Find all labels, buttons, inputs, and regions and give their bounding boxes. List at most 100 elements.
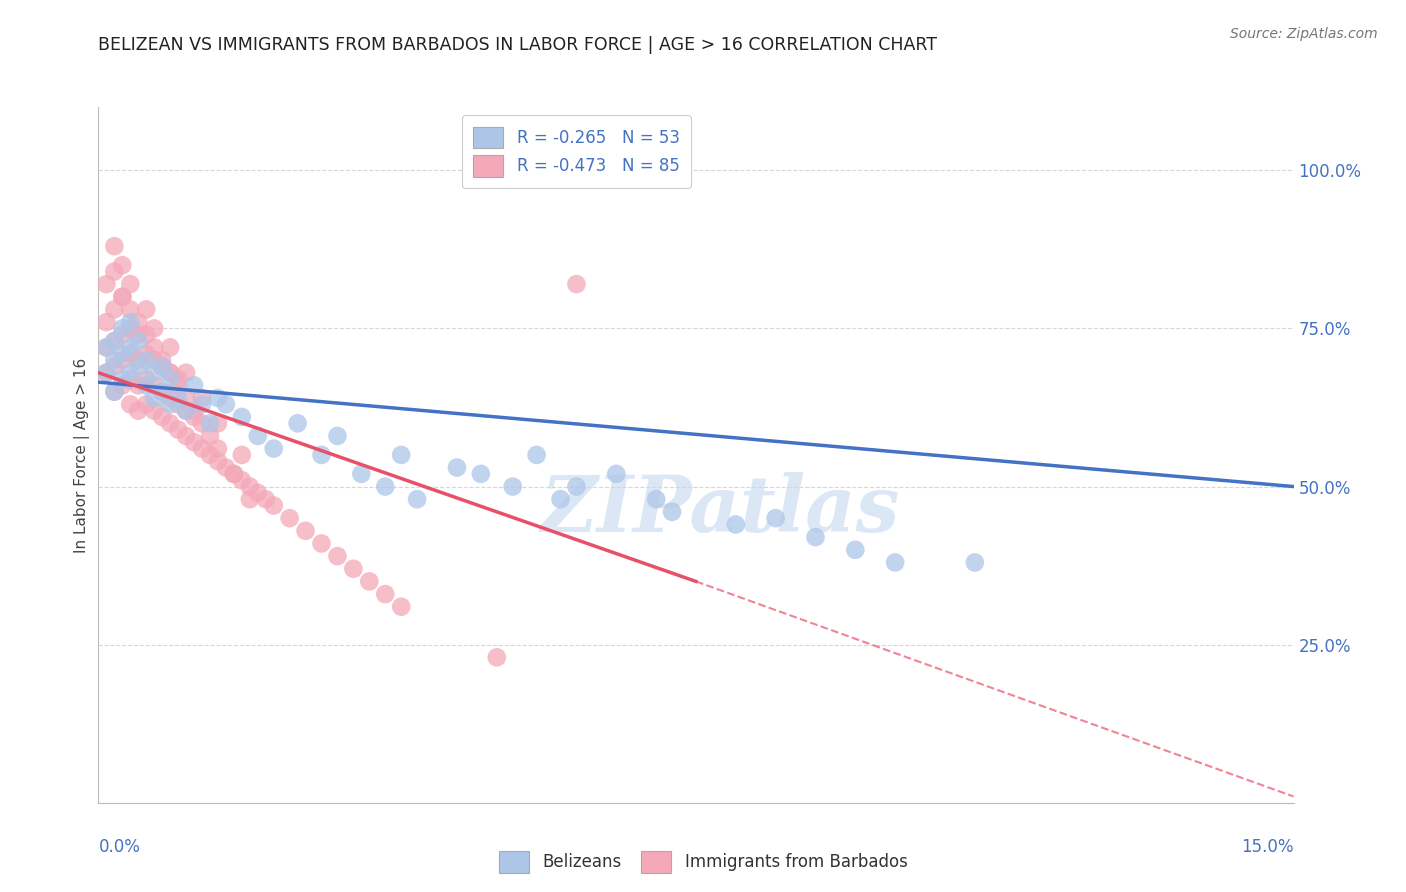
Point [359, 574, 381, 589]
Point [143, 340, 166, 354]
Point [159, 417, 181, 431]
Point [502, 479, 524, 493]
Point [135, 372, 157, 386]
Point [174, 391, 197, 405]
Y-axis label: In Labor Force | Age > 16: In Labor Force | Age > 16 [75, 358, 90, 552]
Point [207, 454, 229, 468]
Legend: Belizeans, Immigrants from Barbados: Belizeans, Immigrants from Barbados [492, 845, 914, 880]
Point [159, 397, 181, 411]
Point [111, 353, 134, 368]
Point [645, 492, 668, 507]
Point [844, 542, 866, 557]
Point [278, 511, 301, 525]
Point [127, 378, 149, 392]
Point [111, 378, 134, 392]
Point [174, 429, 197, 443]
Point [350, 467, 373, 481]
Point [111, 347, 134, 361]
Point [143, 403, 166, 417]
Point [167, 372, 190, 386]
Point [215, 460, 238, 475]
Point [127, 403, 149, 417]
Point [254, 492, 277, 507]
Point [143, 378, 166, 392]
Point [389, 599, 412, 614]
Point [127, 359, 149, 374]
Text: Source: ZipAtlas.com: Source: ZipAtlas.com [1230, 27, 1378, 41]
Point [167, 423, 190, 437]
Point [111, 290, 134, 304]
Point [605, 467, 627, 481]
Point [326, 549, 349, 563]
Point [239, 479, 262, 493]
Point [167, 397, 190, 411]
Point [150, 359, 173, 374]
Point [135, 327, 157, 342]
Point [120, 321, 142, 335]
Point [150, 353, 173, 368]
Point [231, 409, 253, 424]
Point [103, 264, 125, 278]
Point [765, 511, 787, 525]
Point [150, 359, 173, 374]
Point [446, 460, 468, 475]
Point [135, 397, 157, 411]
Point [231, 473, 253, 487]
Point [103, 239, 125, 253]
Point [111, 327, 134, 342]
Point [183, 409, 205, 424]
Point [111, 258, 134, 272]
Point [96, 366, 118, 380]
Point [222, 467, 245, 481]
Text: BELIZEAN VS IMMIGRANTS FROM BARBADOS IN LABOR FORCE | AGE > 16 CORRELATION CHART: BELIZEAN VS IMMIGRANTS FROM BARBADOS IN … [98, 36, 938, 54]
Point [174, 403, 197, 417]
Point [239, 492, 262, 507]
Point [183, 378, 205, 392]
Point [103, 334, 125, 348]
Point [294, 524, 316, 538]
Point [150, 409, 173, 424]
Point [311, 536, 333, 550]
Point [135, 347, 157, 361]
Point [103, 302, 125, 317]
Point [143, 391, 166, 405]
Point [963, 556, 986, 570]
Point [120, 277, 142, 292]
Point [120, 340, 142, 354]
Point [246, 486, 269, 500]
Point [406, 492, 429, 507]
Point [207, 417, 229, 431]
Point [470, 467, 492, 481]
Point [127, 334, 149, 348]
Point [198, 417, 221, 431]
Point [198, 429, 221, 443]
Point [103, 384, 125, 399]
Point [191, 417, 214, 431]
Point [120, 397, 142, 411]
Point [111, 372, 134, 386]
Point [159, 372, 181, 386]
Point [96, 277, 118, 292]
Point [96, 315, 118, 329]
Point [96, 366, 118, 380]
Point [127, 353, 149, 368]
Point [565, 277, 588, 292]
Text: ZIPatlas: ZIPatlas [540, 473, 900, 549]
Point [120, 315, 142, 329]
Point [311, 448, 333, 462]
Point [389, 448, 412, 462]
Point [884, 556, 907, 570]
Point [120, 302, 142, 317]
Point [159, 366, 181, 380]
Point [120, 372, 142, 386]
Text: 15.0%: 15.0% [1241, 838, 1294, 855]
Point [565, 479, 588, 493]
Legend: R = -0.265   N = 53, R = -0.473   N = 85: R = -0.265 N = 53, R = -0.473 N = 85 [461, 115, 692, 188]
Point [135, 302, 157, 317]
Text: 0.0%: 0.0% [98, 838, 141, 855]
Point [111, 321, 134, 335]
Point [159, 340, 181, 354]
Point [159, 391, 181, 405]
Point [550, 492, 572, 507]
Point [246, 429, 269, 443]
